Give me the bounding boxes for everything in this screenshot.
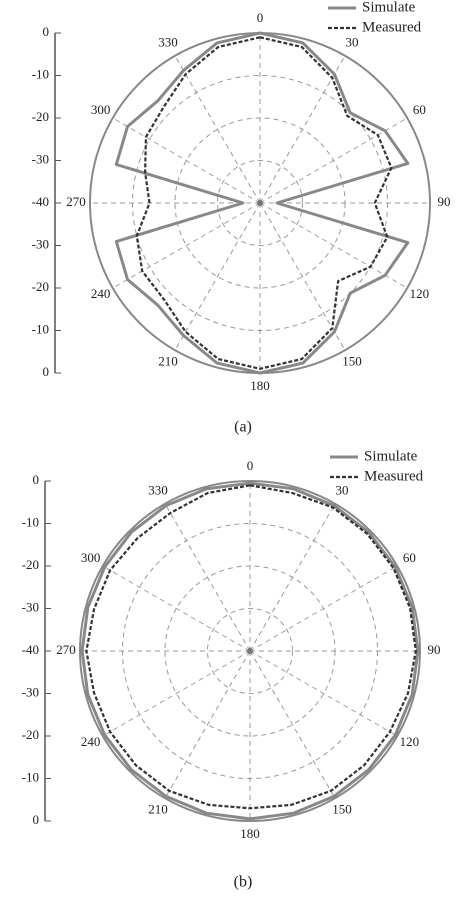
radial-grid-line [259,202,408,289]
series-line [80,481,420,821]
side-tick-label: -30 [32,151,49,166]
radial-grid-line [174,55,261,204]
angle-tick-label: 270 [56,642,76,657]
side-tick-label: 0 [43,364,50,379]
radial-grid-line [259,117,408,204]
angle-tick-label: 60 [413,102,426,117]
angle-tick-label: 210 [148,801,168,816]
center-dot [257,200,263,206]
angle-tick-label: 120 [410,286,430,301]
legend-label: Simulate [364,448,418,464]
caption: (a) [234,419,252,436]
angle-tick-label: 330 [148,483,168,498]
center-dot [247,648,253,654]
angle-tick-label: 30 [346,35,359,50]
radial-grid-line [249,565,398,652]
angle-tick-label: 300 [81,550,101,565]
radial-grid-line [249,503,336,652]
angle-tick-label: 300 [91,102,111,117]
legend-label: Measured [362,19,422,35]
angle-tick-label: 240 [91,286,111,301]
caption: (b) [234,874,253,891]
side-tick-label: -10 [32,321,49,336]
angle-tick-label: 210 [158,353,178,368]
radial-grid-line [259,55,346,204]
radial-grid-line [259,202,346,351]
angle-tick-label: 150 [332,801,352,816]
series-line [85,484,417,810]
radial-grid-line [102,650,251,737]
radial-grid-line [249,650,336,799]
legend-label: Measured [364,468,424,484]
radial-grid-line [112,202,261,289]
angle-tick-label: 60 [403,550,416,565]
angle-tick-label: 0 [247,458,254,473]
side-tick-label: -20 [22,727,39,742]
angle-tick-label: 150 [342,353,362,368]
side-tick-label: 0 [33,812,40,827]
side-tick-label: -30 [22,599,39,614]
angle-tick-label: 30 [336,483,349,498]
side-tick-label: -20 [22,557,39,572]
radial-grid-line [249,650,398,737]
angle-tick-label: 90 [428,642,441,657]
angle-tick-label: 90 [438,194,451,209]
side-tick-label: 0 [33,472,40,487]
angle-tick-label: 180 [250,378,270,393]
angle-tick-label: 240 [81,734,101,749]
radial-grid-line [174,202,261,351]
side-tick-label: -10 [22,769,39,784]
side-tick-label: -40 [32,194,49,209]
grid-circle [207,608,293,694]
radial-grid-line [164,650,251,799]
angle-tick-label: 270 [66,194,86,209]
side-tick-label: -30 [32,236,49,251]
side-tick-label: 0 [43,24,50,39]
radial-grid-line [164,503,251,652]
angle-tick-label: 120 [400,734,420,749]
side-tick-label: -10 [22,514,39,529]
radial-grid-line [102,565,251,652]
side-tick-label: -40 [22,642,39,657]
angle-tick-label: 180 [240,826,260,841]
side-tick-label: -20 [32,109,49,124]
side-tick-label: -20 [32,279,49,294]
outer-circle [79,480,421,822]
angle-tick-label: 0 [257,10,264,25]
side-tick-label: -30 [22,684,39,699]
angle-tick-label: 330 [158,35,178,50]
series-line [135,36,393,370]
radial-grid-line [112,117,261,204]
series-line [114,31,410,375]
legend-label: Simulate [362,0,416,15]
side-tick-label: -10 [32,66,49,81]
grid-circle [217,160,303,246]
